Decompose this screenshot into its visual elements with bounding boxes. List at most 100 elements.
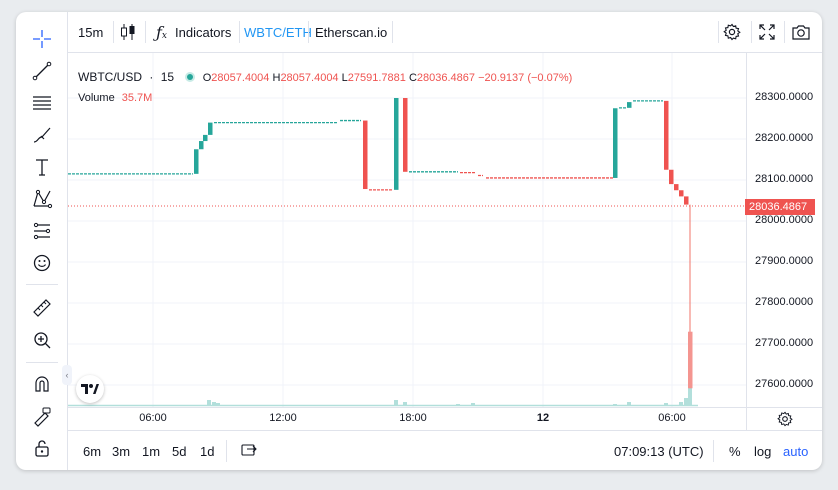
price-chart[interactable]: ‹ — [62, 53, 746, 407]
volume-bar — [216, 403, 220, 406]
chart-canvas — [68, 53, 746, 407]
volume-legend: Volume 35.7M — [78, 92, 152, 104]
high-value: 28057.4004 — [280, 72, 339, 84]
market-status-dot — [187, 74, 194, 80]
open-label: O — [202, 72, 212, 84]
zoom-in-icon[interactable] — [26, 325, 58, 355]
crosshair-icon[interactable] — [26, 24, 58, 54]
toolbar-divider — [226, 440, 227, 462]
range-1d-button[interactable]: 1d — [200, 443, 215, 459]
camera-snapshot-icon[interactable] — [791, 12, 811, 52]
candle-body — [203, 134, 208, 142]
emoji-icon[interactable] — [26, 248, 58, 278]
candle-body — [627, 102, 632, 108]
toolbar-divider — [26, 362, 58, 363]
toolbar-divider — [308, 21, 309, 43]
volume-value: 35.7M — [121, 92, 153, 104]
drawing-toolbar — [16, 12, 68, 470]
utc-clock[interactable]: 07:09:13 (UTC) — [614, 443, 704, 459]
current-price-label: 28036.4867 — [745, 199, 815, 215]
brush-icon[interactable] — [26, 120, 58, 150]
compare-symbol-link[interactable]: WBTC/ETH — [244, 24, 312, 40]
candle-body — [394, 98, 399, 190]
volume-bar — [613, 404, 617, 406]
goto-date-icon[interactable] — [240, 431, 258, 470]
magnet-icon[interactable] — [26, 369, 58, 399]
candle-body — [199, 141, 204, 150]
indicators-button[interactable]: ƒx Indicators — [156, 12, 231, 52]
candle-body — [613, 108, 618, 178]
price-tick-label: 27600.0000 — [755, 378, 814, 390]
time-tick-label: 06:00 — [139, 412, 167, 424]
toolbar-divider — [239, 21, 240, 43]
candle-body — [208, 122, 213, 135]
range-3m-button[interactable]: 3m — [112, 443, 131, 459]
time-tick-label: 06:00 — [658, 412, 686, 424]
legend-symbol[interactable]: WBTC/USD — [78, 70, 142, 84]
volume-bar — [194, 405, 198, 406]
percent-toggle[interactable]: % — [729, 443, 741, 459]
volume-bar — [456, 404, 460, 406]
time-scale[interactable]: 06:00 12:00 18:00 12 06:00 — [68, 407, 746, 430]
volume-label[interactable]: Volume — [78, 92, 115, 104]
candle-body — [664, 100, 669, 170]
open-value: 28057.4004 — [211, 72, 270, 84]
candle-body — [194, 149, 199, 174]
toolbar-divider — [713, 440, 714, 462]
toolbar-divider — [145, 21, 146, 43]
settings-gear-icon[interactable] — [723, 12, 741, 52]
auto-toggle[interactable]: auto — [783, 443, 809, 459]
scale-settings-gear-icon[interactable] — [746, 407, 822, 430]
volume-bar — [207, 400, 211, 406]
text-icon[interactable] — [26, 152, 58, 182]
range-1m-button[interactable]: 1m — [142, 443, 161, 459]
tradingview-logo[interactable] — [76, 375, 104, 403]
lock-drawing-icon[interactable] — [26, 401, 58, 431]
fullscreen-icon[interactable] — [758, 12, 776, 52]
change-value: −20.9137 (−0.07%) — [478, 72, 573, 84]
source-link[interactable]: Etherscan.io — [315, 24, 388, 40]
prediction-icon[interactable] — [26, 216, 58, 246]
volume-bar — [471, 403, 475, 406]
range-6m-button[interactable]: 6m — [83, 443, 102, 459]
price-tick-label: 28300.0000 — [755, 91, 814, 103]
interval-button[interactable]: 15m — [78, 24, 104, 40]
bottom-toolbar: 6m 3m 1m 5d 1d 07:09:13 (UTC) % log auto — [68, 430, 822, 470]
top-toolbar: 15m ƒx Indicators WBTC/ETH Etherscan.io — [68, 12, 822, 53]
volume-bar — [688, 376, 692, 406]
range-5d-button[interactable]: 5d — [172, 443, 187, 459]
toolbar-divider — [751, 21, 752, 43]
candle-body — [674, 184, 679, 191]
close-label: C — [408, 72, 417, 84]
legend-interval: 15 — [160, 70, 175, 84]
time-tick-label: 12:00 — [269, 412, 297, 424]
volume-bar — [403, 402, 407, 406]
price-tick-label: 28100.0000 — [755, 173, 814, 185]
price-scale[interactable]: 28300.0000 28200.0000 28100.0000 28000.0000… — [746, 53, 822, 407]
candle-body — [688, 331, 693, 389]
fib-retracement-icon[interactable] — [26, 88, 58, 118]
candle-style-icon[interactable] — [120, 12, 136, 52]
low-value: 27591.7881 — [347, 72, 406, 84]
unlock-icon[interactable] — [26, 433, 58, 463]
log-toggle[interactable]: log — [754, 443, 772, 459]
app-frame: 15m ƒx Indicators WBTC/ETH Etherscan.io — [16, 12, 822, 470]
candle-body — [363, 120, 368, 190]
price-tick-label: 28000.0000 — [755, 214, 814, 226]
high-label: H — [272, 72, 281, 84]
price-tick-label: 28200.0000 — [755, 132, 814, 144]
price-tick-label: 27800.0000 — [755, 296, 814, 308]
price-tick-label: 27700.0000 — [755, 337, 814, 349]
volume-bar — [679, 402, 683, 406]
pattern-icon[interactable] — [26, 184, 58, 214]
time-tick-label: 12 — [536, 412, 550, 424]
collapse-toolbar-icon[interactable]: ‹ — [62, 365, 72, 385]
indicators-icon: ƒx — [156, 22, 167, 42]
low-label: L — [341, 72, 348, 84]
ohlc-legend: WBTC/USD · 15 O28057.4004 H28057.4004 L2… — [78, 70, 573, 84]
toolbar-divider — [392, 21, 393, 43]
ruler-icon[interactable] — [26, 293, 58, 323]
volume-bar — [212, 402, 216, 406]
toolbar-divider — [113, 21, 114, 43]
trend-line-icon[interactable] — [26, 56, 58, 86]
